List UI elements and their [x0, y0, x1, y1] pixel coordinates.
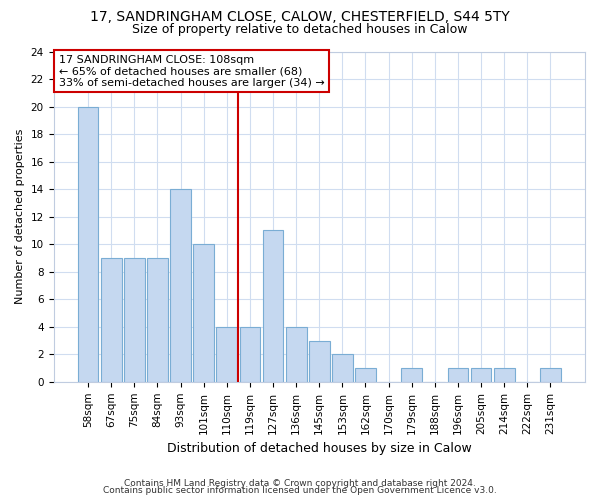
Bar [193, 244, 214, 382]
Y-axis label: Number of detached properties: Number of detached properties [15, 129, 25, 304]
Bar [217, 327, 237, 382]
Text: 17, SANDRINGHAM CLOSE, CALOW, CHESTERFIELD, S44 5TY: 17, SANDRINGHAM CLOSE, CALOW, CHESTERFIE… [90, 10, 510, 24]
Bar [239, 327, 260, 382]
Bar [448, 368, 469, 382]
Bar [309, 340, 329, 382]
Bar [332, 354, 353, 382]
Text: 17 SANDRINGHAM CLOSE: 108sqm
← 65% of detached houses are smaller (68)
33% of se: 17 SANDRINGHAM CLOSE: 108sqm ← 65% of de… [59, 55, 325, 88]
Text: Contains HM Land Registry data © Crown copyright and database right 2024.: Contains HM Land Registry data © Crown c… [124, 478, 476, 488]
Bar [101, 258, 122, 382]
Bar [540, 368, 561, 382]
Bar [263, 230, 283, 382]
Bar [124, 258, 145, 382]
Bar [147, 258, 168, 382]
X-axis label: Distribution of detached houses by size in Calow: Distribution of detached houses by size … [167, 442, 472, 455]
Bar [355, 368, 376, 382]
Bar [77, 106, 98, 382]
Bar [494, 368, 515, 382]
Bar [286, 327, 307, 382]
Bar [401, 368, 422, 382]
Text: Contains public sector information licensed under the Open Government Licence v3: Contains public sector information licen… [103, 486, 497, 495]
Bar [170, 189, 191, 382]
Bar [470, 368, 491, 382]
Text: Size of property relative to detached houses in Calow: Size of property relative to detached ho… [132, 22, 468, 36]
